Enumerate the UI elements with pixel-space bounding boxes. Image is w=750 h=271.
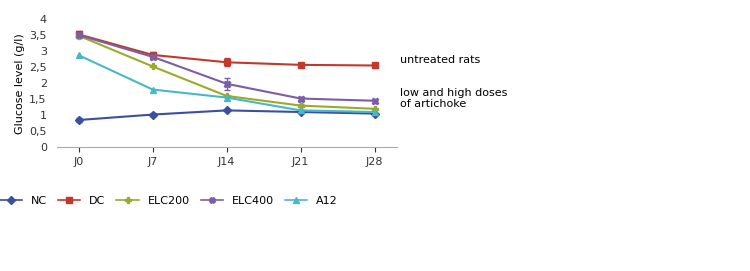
ELC400 [296,97,305,100]
A12 [296,109,305,112]
NC [296,110,305,114]
DC [222,61,231,64]
NC [370,112,379,115]
Line: ELC400: ELC400 [75,31,378,104]
ELC200 [148,65,158,68]
ELC400 [148,55,158,59]
ELC200 [74,34,83,37]
ELC200 [222,94,231,98]
ELC400 [222,82,231,85]
DC [370,64,379,67]
ELC200 [370,107,379,110]
Text: untreated rats: untreated rats [400,55,481,65]
Legend: NC, DC, ELC200, ELC400, A12: NC, DC, ELC200, ELC400, A12 [0,191,343,210]
DC [74,33,83,36]
A12 [370,110,379,114]
Text: low and high doses
of artichoke: low and high doses of artichoke [400,88,508,109]
Line: ELC200: ELC200 [75,32,378,112]
Y-axis label: Glucose level (g/l): Glucose level (g/l) [15,33,25,134]
DC [148,53,158,57]
A12 [74,54,83,57]
Line: A12: A12 [75,52,378,115]
NC [74,118,83,122]
ELC200 [296,104,305,107]
DC [296,63,305,66]
A12 [148,88,158,91]
ELC400 [74,33,83,37]
Line: NC: NC [76,108,377,123]
ELC400 [370,99,379,102]
NC [148,113,158,116]
NC [222,109,231,112]
A12 [222,96,231,99]
Line: DC: DC [75,31,378,69]
